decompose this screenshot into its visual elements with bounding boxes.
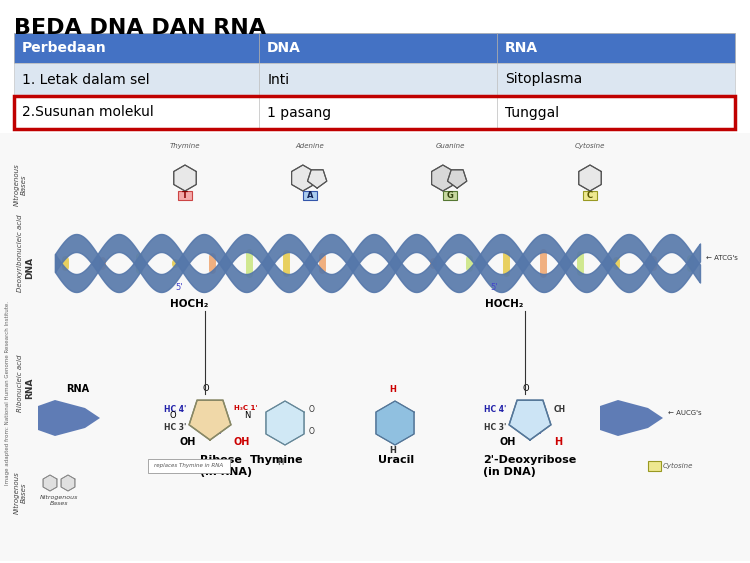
- Bar: [14, 33, 260, 63]
- Bar: [178, 191, 192, 200]
- Text: 2'-Deoxyribose: 2'-Deoxyribose: [483, 455, 576, 465]
- Bar: [497, 63, 735, 96]
- Bar: [14, 96, 260, 129]
- Text: 5': 5': [175, 283, 182, 292]
- Text: CH: CH: [554, 405, 566, 414]
- Text: C: C: [652, 462, 657, 471]
- Text: H: H: [389, 446, 397, 455]
- Bar: [497, 33, 735, 63]
- Text: Guanine: Guanine: [435, 143, 465, 149]
- Text: OH: OH: [180, 437, 196, 447]
- Polygon shape: [38, 400, 100, 436]
- Text: RNA: RNA: [67, 384, 89, 394]
- Polygon shape: [174, 165, 196, 191]
- Polygon shape: [448, 170, 466, 188]
- Bar: [497, 96, 735, 129]
- Bar: [648, 461, 661, 471]
- Text: HC 4': HC 4': [484, 405, 506, 414]
- Text: 2': 2': [535, 427, 542, 436]
- Bar: [303, 191, 317, 200]
- Polygon shape: [61, 475, 75, 491]
- Polygon shape: [189, 400, 231, 440]
- Text: RNA: RNA: [26, 377, 34, 399]
- Text: Nitrogenous
Bases: Nitrogenous Bases: [13, 472, 26, 515]
- Text: Thymine: Thymine: [170, 143, 200, 149]
- Text: H₃C 1': H₃C 1': [234, 405, 257, 411]
- Text: 5': 5': [490, 283, 497, 292]
- Text: Perbedaan: Perbedaan: [22, 41, 106, 55]
- Text: HOCH₂: HOCH₂: [170, 299, 208, 309]
- Polygon shape: [431, 165, 454, 191]
- Text: Ribonucleic acid: Ribonucleic acid: [17, 354, 23, 412]
- Polygon shape: [509, 400, 551, 440]
- Text: HC 3': HC 3': [164, 423, 186, 432]
- Polygon shape: [600, 400, 663, 436]
- Text: OH: OH: [234, 437, 250, 447]
- Text: O: O: [309, 405, 315, 414]
- Text: T: T: [182, 191, 188, 200]
- Text: O: O: [523, 384, 530, 393]
- Bar: [260, 63, 497, 96]
- Text: H: H: [554, 437, 562, 447]
- Text: Nitrogenous
Bases: Nitrogenous Bases: [40, 495, 78, 506]
- Bar: [14, 63, 260, 96]
- Polygon shape: [308, 170, 327, 188]
- Text: (in RNA): (in RNA): [200, 467, 252, 477]
- Bar: [14, 96, 735, 129]
- Text: replaces Thymine in RNA: replaces Thymine in RNA: [154, 463, 224, 468]
- Text: Deoxyribonucleic acid: Deoxyribonucleic acid: [17, 214, 23, 292]
- Text: HC 4': HC 4': [164, 405, 186, 414]
- Text: Thymine: Thymine: [250, 455, 304, 465]
- Polygon shape: [376, 401, 414, 445]
- Text: C: C: [587, 191, 593, 200]
- Text: DNA: DNA: [26, 257, 34, 279]
- Text: 2.Susunan molekul: 2.Susunan molekul: [22, 105, 154, 119]
- Text: RNA: RNA: [505, 41, 538, 55]
- Bar: [583, 191, 597, 200]
- Text: O: O: [309, 427, 315, 436]
- Text: O: O: [202, 384, 209, 393]
- Bar: [260, 96, 497, 129]
- Polygon shape: [292, 165, 314, 191]
- Text: Thymine: Thymine: [272, 421, 298, 426]
- Text: DNA: DNA: [267, 41, 301, 55]
- Text: (in DNA): (in DNA): [483, 467, 536, 477]
- Text: 1 pasang: 1 pasang: [267, 105, 332, 119]
- Bar: [148, 459, 230, 473]
- Text: 2': 2': [215, 427, 223, 436]
- Text: ← ATCG's: ← ATCG's: [706, 255, 738, 261]
- Text: HC 3': HC 3': [484, 423, 506, 432]
- Text: HOCH₂: HOCH₂: [485, 299, 524, 309]
- Text: Inti: Inti: [267, 73, 290, 87]
- Text: Uracil: Uracil: [378, 455, 414, 465]
- Text: Uracil: Uracil: [385, 420, 405, 426]
- Text: BEDA DNA DAN RNA: BEDA DNA DAN RNA: [14, 18, 266, 38]
- Bar: [0, 133, 750, 561]
- Text: Image adapted from: National Human Genome Research Institute.: Image adapted from: National Human Genom…: [5, 301, 10, 485]
- Text: Tunggal: Tunggal: [505, 105, 560, 119]
- Bar: [260, 33, 497, 63]
- Text: Adenine: Adenine: [296, 143, 324, 149]
- Text: Cytosine: Cytosine: [574, 143, 605, 149]
- Text: ← AUCG's: ← AUCG's: [668, 410, 702, 416]
- Text: 1. Letak dalam sel: 1. Letak dalam sel: [22, 73, 149, 87]
- Text: Ribose: Ribose: [200, 455, 242, 465]
- Text: G: G: [446, 191, 454, 200]
- Bar: [443, 191, 457, 200]
- Text: A: A: [307, 191, 314, 200]
- Text: H: H: [277, 458, 284, 467]
- Polygon shape: [579, 165, 602, 191]
- Text: OH: OH: [500, 437, 516, 447]
- Polygon shape: [266, 401, 304, 445]
- Text: H: H: [389, 385, 397, 394]
- Text: O: O: [170, 412, 176, 421]
- Polygon shape: [43, 475, 57, 491]
- Text: Sitoplasma: Sitoplasma: [505, 73, 582, 87]
- Text: Nitrogenous
Bases: Nitrogenous Bases: [13, 163, 26, 205]
- Text: N: N: [244, 412, 250, 421]
- Text: Cytosine: Cytosine: [663, 463, 693, 469]
